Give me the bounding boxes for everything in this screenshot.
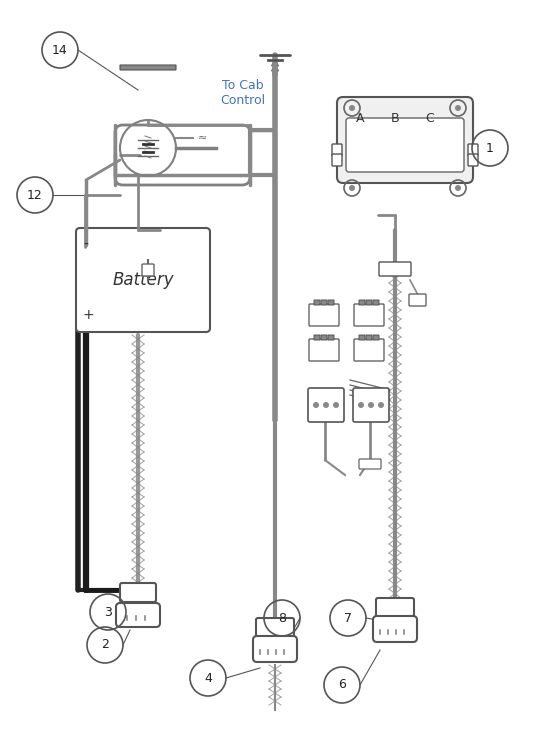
FancyBboxPatch shape: [468, 144, 478, 156]
FancyBboxPatch shape: [314, 335, 320, 340]
Text: C: C: [426, 111, 434, 125]
FancyBboxPatch shape: [328, 300, 334, 305]
Text: -: -: [83, 238, 88, 252]
FancyBboxPatch shape: [373, 616, 417, 642]
Text: To Cab: To Cab: [222, 79, 264, 91]
Text: ≈: ≈: [198, 133, 207, 143]
FancyBboxPatch shape: [314, 300, 320, 305]
FancyBboxPatch shape: [332, 154, 342, 166]
FancyBboxPatch shape: [376, 598, 414, 617]
Text: 1: 1: [486, 142, 494, 155]
Circle shape: [455, 185, 461, 191]
Circle shape: [455, 105, 461, 111]
Circle shape: [349, 105, 355, 111]
FancyBboxPatch shape: [337, 97, 473, 183]
FancyBboxPatch shape: [116, 603, 160, 627]
Circle shape: [313, 402, 319, 408]
FancyBboxPatch shape: [379, 262, 411, 276]
FancyBboxPatch shape: [321, 300, 327, 305]
FancyBboxPatch shape: [366, 300, 372, 305]
Text: 7: 7: [344, 612, 352, 624]
FancyBboxPatch shape: [409, 294, 426, 306]
Text: 3: 3: [104, 606, 112, 618]
Circle shape: [358, 402, 364, 408]
FancyBboxPatch shape: [354, 339, 384, 361]
FancyBboxPatch shape: [353, 388, 389, 422]
FancyBboxPatch shape: [308, 388, 344, 422]
Circle shape: [349, 185, 355, 191]
FancyBboxPatch shape: [366, 335, 372, 340]
FancyBboxPatch shape: [346, 118, 464, 172]
FancyBboxPatch shape: [256, 618, 294, 637]
FancyBboxPatch shape: [373, 335, 379, 340]
FancyBboxPatch shape: [321, 335, 327, 340]
FancyBboxPatch shape: [359, 300, 365, 305]
FancyBboxPatch shape: [328, 335, 334, 340]
FancyBboxPatch shape: [359, 335, 365, 340]
FancyBboxPatch shape: [373, 300, 379, 305]
Text: A: A: [356, 111, 364, 125]
Text: 4: 4: [204, 671, 212, 685]
Text: Control: Control: [220, 94, 265, 107]
Text: 6: 6: [338, 679, 346, 691]
Circle shape: [368, 402, 374, 408]
FancyBboxPatch shape: [120, 583, 156, 602]
Text: 8: 8: [278, 612, 286, 624]
Text: Battery: Battery: [112, 271, 174, 289]
FancyBboxPatch shape: [354, 304, 384, 326]
Text: B: B: [391, 111, 399, 125]
FancyBboxPatch shape: [142, 264, 154, 276]
FancyBboxPatch shape: [120, 65, 176, 70]
FancyBboxPatch shape: [468, 154, 478, 166]
Circle shape: [333, 402, 339, 408]
Text: 12: 12: [27, 189, 43, 201]
Circle shape: [323, 402, 329, 408]
Text: +: +: [83, 308, 95, 322]
FancyBboxPatch shape: [309, 339, 339, 361]
FancyBboxPatch shape: [309, 304, 339, 326]
FancyBboxPatch shape: [76, 228, 210, 332]
FancyBboxPatch shape: [332, 144, 342, 156]
Text: 2: 2: [101, 638, 109, 652]
FancyBboxPatch shape: [253, 636, 297, 662]
FancyBboxPatch shape: [359, 459, 381, 469]
Circle shape: [378, 402, 384, 408]
Text: 14: 14: [52, 43, 68, 57]
